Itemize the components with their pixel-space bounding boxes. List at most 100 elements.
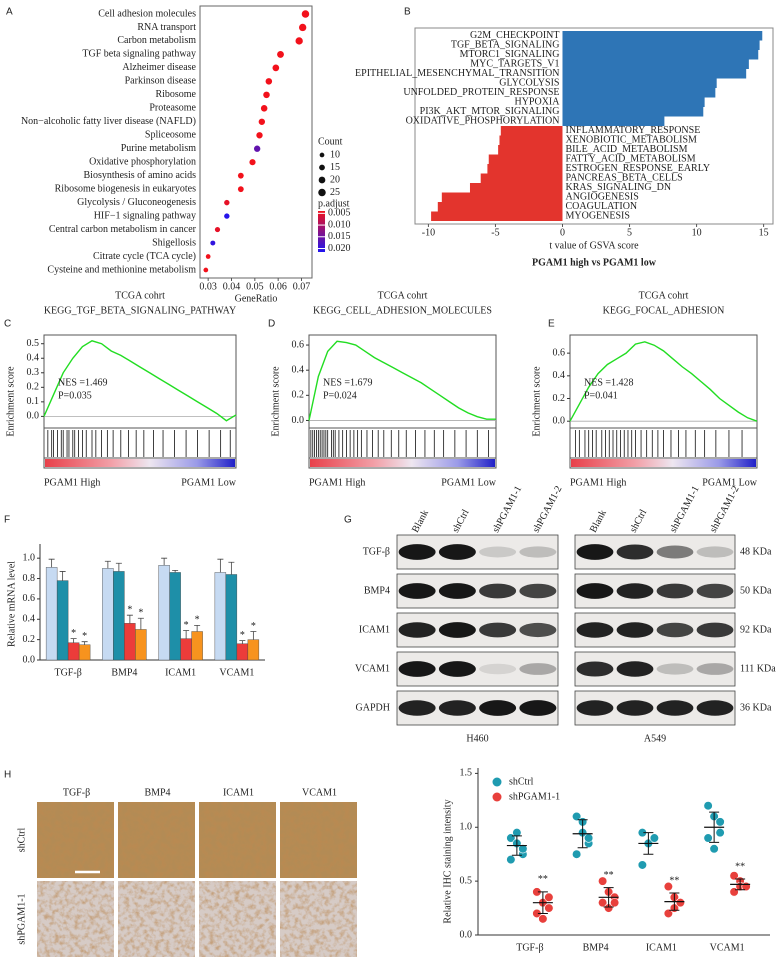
lane-label: Blank xyxy=(410,508,431,534)
y-tick-label: 0.2 xyxy=(292,390,305,401)
ihc-texture xyxy=(118,802,195,878)
panel-label: F xyxy=(4,515,10,526)
x-tick-label: 0.04 xyxy=(223,281,241,292)
category-label: MTORC1_SIGNALING xyxy=(460,49,560,60)
category-label: COAGULATION xyxy=(565,201,637,212)
bar xyxy=(78,644,91,661)
band xyxy=(656,700,694,716)
point xyxy=(584,833,594,843)
dot xyxy=(263,91,270,99)
ihc-texture xyxy=(37,881,114,957)
annotation: P=0.035 xyxy=(58,390,92,401)
band xyxy=(696,546,734,558)
band xyxy=(576,583,614,599)
point xyxy=(709,844,719,854)
bar xyxy=(562,107,704,117)
bar xyxy=(180,638,192,661)
y-tick-label: 0.1 xyxy=(27,396,40,407)
dot xyxy=(214,226,221,233)
ihc-texture xyxy=(37,802,114,878)
y-tick-label: 0.5 xyxy=(460,875,473,886)
error-bar xyxy=(161,557,168,566)
plot-frame xyxy=(199,5,313,279)
x-tick-label: -10 xyxy=(422,227,435,238)
dot xyxy=(272,64,280,72)
category-label: UNFOLDED_PROTEIN_RESPONSE xyxy=(403,87,559,98)
annotation: P=0.024 xyxy=(323,390,357,401)
protein-label: ICAM1 xyxy=(359,624,390,635)
band xyxy=(576,622,614,638)
category-label: TGF beta signaling pathway xyxy=(82,49,196,60)
dot xyxy=(258,118,266,125)
panel-label: A xyxy=(6,7,13,18)
bar xyxy=(500,126,563,136)
bar xyxy=(67,642,80,661)
category-label: Ribosome xyxy=(155,89,196,100)
band xyxy=(398,583,436,599)
dot xyxy=(205,254,211,259)
point xyxy=(598,898,608,908)
band xyxy=(616,622,654,638)
category-label: XENOBIOTIC_METABOLISM xyxy=(565,135,697,146)
bar xyxy=(562,40,760,50)
annotation: NES =1.679 xyxy=(323,377,373,388)
point xyxy=(506,854,516,865)
bar xyxy=(113,571,125,661)
point xyxy=(572,849,582,859)
y-tick-label: 0.5 xyxy=(27,338,40,349)
ihc-texture xyxy=(118,881,195,957)
bar xyxy=(562,97,705,107)
bar xyxy=(562,31,763,41)
x-tick-label: ICAM1 xyxy=(165,667,196,678)
category-label: EPITHELIAL_MESENCHYMAL_TRANSITION xyxy=(355,68,559,79)
x-tick-label: TGF-β xyxy=(516,942,543,953)
significance: * xyxy=(251,621,256,632)
dot xyxy=(249,159,256,166)
subtitle: PGAM1 high vs PGAM1 low xyxy=(532,257,657,268)
bar xyxy=(236,643,249,661)
category-label: GLYCOLYSIS xyxy=(499,78,559,89)
category-label: RNA transport xyxy=(137,22,196,33)
colorbar-label: 0.020 xyxy=(328,243,351,254)
dot xyxy=(265,78,273,85)
point xyxy=(715,817,725,827)
sd-whisker xyxy=(511,835,522,856)
point xyxy=(637,860,647,870)
category-label: Glycolysis / Gluconeogenesis xyxy=(77,197,196,208)
bar xyxy=(45,567,58,661)
size-legend-dot xyxy=(319,152,325,158)
y-tick-label: 0.2 xyxy=(23,634,36,645)
dot xyxy=(298,23,307,32)
category-label: Spliceosome xyxy=(145,130,197,141)
size-label: 36 KDa xyxy=(740,702,772,713)
bar xyxy=(124,623,136,661)
y-axis-label: Enrichment score xyxy=(270,366,281,437)
category-label: INFLAMMATORY_RESPONSE xyxy=(565,125,700,136)
band xyxy=(398,700,436,716)
lane-label: shPGAM1-1 xyxy=(491,484,525,534)
y-tick-label: 0.0 xyxy=(23,654,36,665)
band xyxy=(656,663,694,675)
point xyxy=(610,898,620,908)
size-legend-label: 15 xyxy=(330,162,340,173)
annotation: P=0.041 xyxy=(584,390,618,401)
dot xyxy=(256,132,263,139)
x-tick-label: 5 xyxy=(627,227,632,238)
title: TCGA cohrt xyxy=(115,290,165,301)
band xyxy=(398,622,436,638)
bar xyxy=(441,192,563,202)
bar xyxy=(431,211,563,221)
band xyxy=(696,583,734,599)
x-end-label: PGAM1 Low xyxy=(441,477,497,488)
significance: * xyxy=(71,628,76,639)
panel-label: C xyxy=(4,319,11,330)
significance: ** xyxy=(538,874,548,885)
significance: * xyxy=(195,615,200,626)
band xyxy=(519,583,557,599)
band xyxy=(398,544,436,560)
band xyxy=(656,583,694,599)
point xyxy=(598,876,608,886)
band xyxy=(576,544,614,560)
dot xyxy=(237,172,244,179)
category-label: ANGIOGENESIS xyxy=(565,192,638,203)
